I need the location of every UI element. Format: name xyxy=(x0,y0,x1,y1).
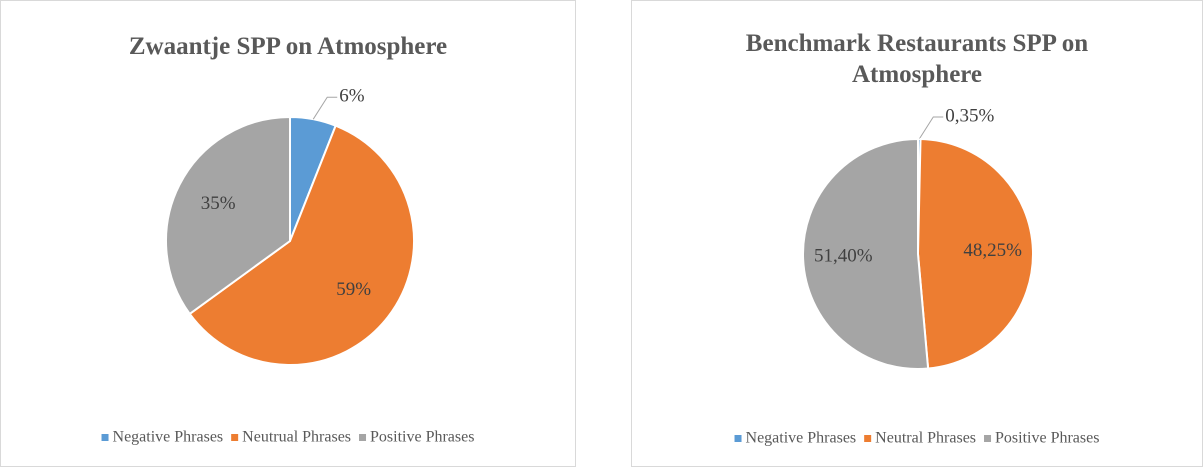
chart-panel: Benchmark Restaurants SPP on Atmosphere … xyxy=(631,0,1203,467)
legend-swatch xyxy=(359,434,367,441)
legend-swatch xyxy=(864,435,872,442)
chart-panel: Zwaantje SPP on Atmosphere 6% 59% 35% Negat… xyxy=(0,0,576,467)
legend-label: Positive Phrases xyxy=(370,429,474,446)
data-label: 35% xyxy=(201,193,236,214)
chart: 6% 59% 35% Negative Phrases Neutrual Phrases… xyxy=(101,86,474,446)
pie-slice xyxy=(916,138,1034,370)
legend-label: Negative Phrases xyxy=(113,429,224,446)
legend-swatch xyxy=(984,435,992,442)
data-label: 6% xyxy=(339,86,365,107)
leader-line xyxy=(312,96,338,120)
chart-title: Zwaantje SPP on Atmosphere xyxy=(128,33,448,60)
legend-label: Neutrual Phrases xyxy=(242,429,351,446)
legend-swatch xyxy=(101,434,109,441)
pie-slice xyxy=(165,115,291,316)
legend-swatch xyxy=(734,435,742,442)
data-label: 0,35% xyxy=(945,105,994,126)
chart-title: Benchmark Restaurants SPP on Atmosphere xyxy=(745,30,1089,88)
pie-slice xyxy=(188,124,415,366)
data-label: 48,25% xyxy=(963,240,1022,261)
chart: 0,35% 48,25% 51,40% Negative Phrases Neutral… xyxy=(734,105,1099,447)
legend-label: Neutral Phrases xyxy=(875,430,976,447)
legend-swatch xyxy=(231,434,239,441)
legend-label: Negative Phrases xyxy=(746,430,857,447)
leader-line xyxy=(918,116,944,140)
legend-label: Positive Phrases xyxy=(995,430,1099,447)
data-label: 59% xyxy=(336,279,371,300)
data-label: 51,40% xyxy=(814,246,873,267)
pie-slice xyxy=(802,137,930,370)
